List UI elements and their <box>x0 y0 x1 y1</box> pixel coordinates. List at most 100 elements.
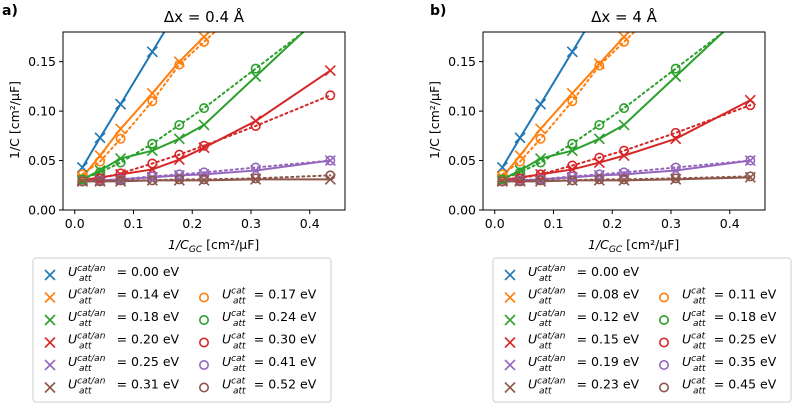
y-tick-label: 0.15 <box>28 54 56 69</box>
y-axis-label-group: 1/C [cm²/μF] <box>427 81 442 159</box>
data-point-s2-p5 <box>198 119 210 131</box>
y-axis-label: 1/C [cm²/μF] <box>427 81 442 159</box>
data-point-s0-p2 <box>535 98 547 110</box>
data-point-s6-p4 <box>594 60 605 71</box>
data-point-s0-p3 <box>566 46 578 58</box>
data-point-s9-p7 <box>745 155 756 166</box>
legend-marker-2 <box>44 314 56 326</box>
y-tick-label: 0.00 <box>28 203 56 218</box>
data-point-s7-p5 <box>618 103 629 114</box>
data-point-s6-p3 <box>147 96 158 107</box>
legend-marker-5 <box>504 381 516 394</box>
y-tick-label: 0.15 <box>448 54 476 69</box>
x-tick-label: 0.4 <box>300 216 320 231</box>
data-point-s7-p6 <box>670 63 681 74</box>
legend-marker-10 <box>658 382 669 393</box>
legend-label-1: Ucat/an att = 0.08 eV <box>528 287 640 307</box>
legend-label-8: Ucat att = 0.30 eV <box>222 332 317 352</box>
data-point-s9-p3 <box>567 171 578 182</box>
data-point-s6-p1 <box>515 156 526 167</box>
legend-marker-7 <box>199 314 210 325</box>
data-point-s8-p6 <box>250 120 261 131</box>
data-point-s10-p4 <box>174 174 185 185</box>
y-tick-label: 0.10 <box>448 104 476 119</box>
data-point-s0-p3 <box>146 46 158 58</box>
panel-tag: a) <box>2 3 18 19</box>
data-point-s2-p6 <box>250 70 262 83</box>
legend-label-2: Ucat/an att = 0.18 eV <box>68 309 180 329</box>
legend-label-5: Ucat/an att = 0.23 eV <box>528 377 640 397</box>
legend-label-2: Ucat/an att = 0.12 eV <box>528 309 640 329</box>
data-point-s10-p1 <box>95 176 106 187</box>
data-point-s7-p5 <box>199 103 210 114</box>
x-tick-label: 0.2 <box>602 216 622 231</box>
panel-tag: b) <box>430 3 446 19</box>
data-point-s1-p3 <box>566 87 578 99</box>
x-tick-label: 0.0 <box>485 216 505 231</box>
legend-marker-10 <box>199 382 210 393</box>
data-point-s9-p6 <box>670 162 681 173</box>
legend-label-10: Ucat att = 0.45 eV <box>682 377 777 397</box>
legend-a: Ucat/an att = 0.00 eV Ucat/an att = 0.14 eV… <box>32 257 332 403</box>
chart-panel-b: 0.0 0.1 0.2 0.3 0.4 0.00 0.05 0.10 0.15 1/CGC [cm… <box>427 3 766 255</box>
data-point-s9-p7 <box>325 155 336 166</box>
data-point-s9-p6 <box>250 162 261 173</box>
legend-marker-6 <box>199 292 210 303</box>
data-point-s9-p5 <box>618 167 629 178</box>
data-point-s2-p4 <box>593 133 605 145</box>
data-point-s10-p3 <box>147 175 158 186</box>
y-tick-label: 0.00 <box>448 203 476 218</box>
data-point-s6-p2 <box>115 133 126 144</box>
y-tick-label: 0.05 <box>448 153 476 168</box>
legend-marker-8 <box>199 337 210 348</box>
data-point-s10-p3 <box>567 175 578 186</box>
legend-marker-3 <box>44 336 56 349</box>
data-point-s6-p0 <box>77 169 88 180</box>
data-point-s10-p2 <box>535 175 546 186</box>
data-point-s10-p5 <box>199 174 210 185</box>
x-tick-label: 0.3 <box>661 216 681 231</box>
legend-label-3: Ucat/an att = 0.20 eV <box>68 332 180 352</box>
data-point-s8-p5 <box>199 140 210 151</box>
legend-label-5: Ucat/an att = 0.31 eV <box>68 377 180 397</box>
legend-marker-5 <box>44 381 56 394</box>
data-point-s1-p2 <box>535 123 547 135</box>
legend-label-8: Ucat att = 0.25 eV <box>682 332 777 352</box>
x-tick-label: 0.3 <box>241 216 261 231</box>
legend-marker-6 <box>658 292 669 303</box>
series-line-2 <box>81 32 305 181</box>
data-point-s8-p5 <box>618 145 629 156</box>
legend-marker-9 <box>658 359 669 370</box>
data-point-s2-p4 <box>173 133 185 145</box>
data-point-s10-p6 <box>250 173 261 184</box>
plot-area <box>76 32 336 187</box>
data-point-s8-p3 <box>567 160 578 171</box>
data-point-s6-p1 <box>95 156 106 167</box>
legend-label-0: Ucat/an att = 0.00 eV <box>528 264 640 284</box>
plot-area <box>496 32 756 187</box>
data-point-s1-p4 <box>173 56 185 68</box>
legend-label-4: Ucat/an att = 0.19 eV <box>528 354 640 374</box>
legend-label-10: Ucat att = 0.52 eV <box>222 377 317 397</box>
data-point-s8-p4 <box>174 149 185 160</box>
data-point-s2-p5 <box>618 119 630 131</box>
data-point-s9-p3 <box>147 171 158 182</box>
legend-label-4: Ucat/an att = 0.25 eV <box>68 354 180 374</box>
x-tick-label: 0.1 <box>124 216 144 231</box>
legend-label-0: Ucat/an att = 0.00 eV <box>68 264 180 284</box>
series-line-6 <box>501 32 636 176</box>
series-line-2 <box>501 32 725 181</box>
plot-frame <box>482 31 766 211</box>
y-tick-label: 0.10 <box>28 104 56 119</box>
legend-box <box>492 257 792 403</box>
legend-marker-0 <box>44 269 56 281</box>
legend-marker-9 <box>199 359 210 370</box>
series-line-6 <box>81 32 217 176</box>
data-point-s8-p3 <box>147 158 158 169</box>
data-point-s10-p4 <box>594 174 605 185</box>
data-point-s10-p7 <box>745 171 756 182</box>
data-point-s10-p0 <box>497 176 508 187</box>
data-point-s0-p1 <box>514 132 526 144</box>
legend-marker-8 <box>658 337 669 348</box>
